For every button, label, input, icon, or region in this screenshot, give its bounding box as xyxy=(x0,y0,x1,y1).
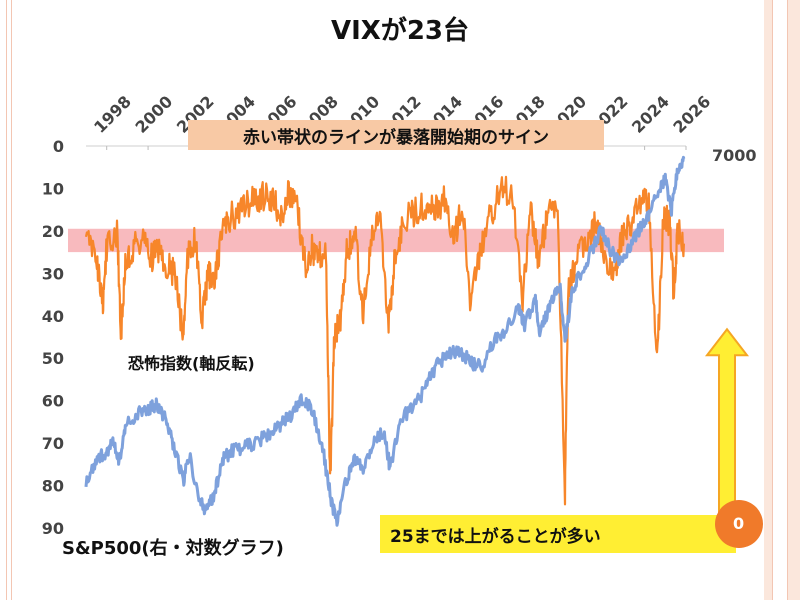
y-tick-label: 40 xyxy=(42,307,64,326)
y-tick-label: 30 xyxy=(42,264,64,283)
badge-value: 0 xyxy=(733,514,745,533)
sp500-line xyxy=(84,155,686,527)
chart-title: VIXが23台 xyxy=(330,16,470,46)
x-tick-label: 1998 xyxy=(90,92,135,137)
y-tick-label: 20 xyxy=(42,222,64,241)
vix-series-label: 恐怖指数(軸反転) xyxy=(128,354,255,373)
y-tick-label: 80 xyxy=(42,477,64,496)
x-tick-label: 2026 xyxy=(669,92,714,137)
x-tick-label: 2000 xyxy=(131,92,176,137)
warning-band-rect xyxy=(68,228,724,253)
callout-rise-to-25: 25までは上がることが多い xyxy=(380,515,736,553)
y-tick-labels: 0 10 20 30 40 50 60 70 80 90 xyxy=(42,137,64,538)
series-lines xyxy=(84,155,686,527)
up-arrow xyxy=(704,327,750,517)
vix-line xyxy=(84,175,685,506)
callout-crash-signal: 赤い帯状のラインが暴落開始期のサイン xyxy=(188,120,604,150)
y-tick-label: 10 xyxy=(42,179,64,198)
y-tick-label: 70 xyxy=(42,434,64,453)
y-tick-label: 90 xyxy=(42,519,64,538)
y-tick-label: 60 xyxy=(42,392,64,411)
sp500-series-label: S&P500(右・対数グラフ) xyxy=(62,538,284,559)
slide-border-left xyxy=(6,0,12,600)
orange-circle-badge: 0 xyxy=(715,500,763,548)
up-arrow-annotation xyxy=(704,327,750,517)
y-tick-label: 50 xyxy=(42,349,64,368)
warning-band xyxy=(68,228,724,253)
y-tick-label: 0 xyxy=(53,137,64,156)
slide-border-right xyxy=(764,0,800,600)
x-tick-label: 2024 xyxy=(628,92,673,137)
right-axis-label: 7000 xyxy=(712,146,757,165)
